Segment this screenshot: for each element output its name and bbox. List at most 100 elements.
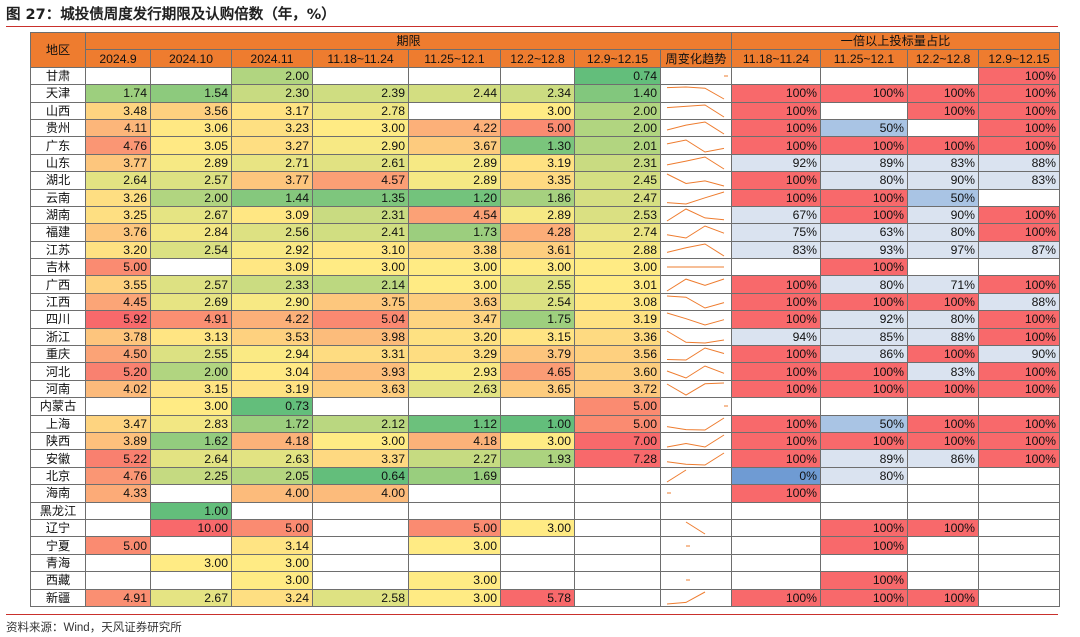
trend-line bbox=[666, 121, 725, 135]
term-cell: 2.47 bbox=[574, 188, 661, 207]
term-cell: 2.71 bbox=[231, 153, 313, 173]
ratio-cell: 88% bbox=[978, 153, 1060, 173]
trend-sparkline bbox=[666, 86, 725, 100]
trend-line bbox=[666, 330, 725, 344]
term-cell: 2.25 bbox=[150, 466, 232, 486]
term-cell bbox=[574, 536, 661, 555]
term-cell: 1.86 bbox=[500, 188, 575, 207]
ratio-cell bbox=[907, 501, 979, 520]
ratio-cell: 80% bbox=[907, 223, 979, 242]
trend-sparkline-cell bbox=[660, 571, 732, 590]
trend-line bbox=[666, 434, 725, 448]
trend-sparkline bbox=[667, 492, 671, 494]
table-row: 云南 3.26 2.00 1.44 1.35 1.20 1.86 2.47 100% 100% 50… bbox=[30, 188, 1060, 207]
term-cell: 5.00 bbox=[500, 118, 575, 138]
term-cell: 3.00 bbox=[408, 258, 501, 277]
term-cell bbox=[500, 536, 575, 555]
term-cell: 3.35 bbox=[500, 171, 575, 190]
term-cell: 3.79 bbox=[500, 345, 575, 364]
term-cell: 0.73 bbox=[231, 397, 313, 416]
term-cell: 2.54 bbox=[500, 292, 575, 312]
term-cell: 4.22 bbox=[408, 118, 501, 138]
ratio-cell bbox=[978, 397, 1060, 416]
term-cell: 3.26 bbox=[85, 188, 151, 207]
trend-line bbox=[666, 173, 725, 187]
trend-sparkline-cell bbox=[660, 171, 732, 190]
table-row: 浙江 3.78 3.13 3.53 3.98 3.20 3.15 3.36 94% 85% 88% 1… bbox=[30, 327, 1060, 347]
trend-sparkline bbox=[666, 347, 725, 361]
term-cell: 1.35 bbox=[312, 188, 409, 207]
header-row-columns: 2024.9 2024.10 2024.11 11.18~11.24 11.25… bbox=[31, 49, 1060, 68]
footer-rule bbox=[6, 614, 1058, 615]
ratio-cell: 100% bbox=[820, 205, 908, 225]
term-cell: 2.67 bbox=[150, 588, 232, 607]
term-cell bbox=[312, 518, 409, 538]
trend-sparkline bbox=[666, 243, 725, 257]
ratio-cell bbox=[907, 466, 979, 486]
term-cell: 3.04 bbox=[231, 362, 313, 381]
trend-sparkline bbox=[667, 266, 724, 268]
trend-line bbox=[666, 591, 706, 605]
ratio-cell: 100% bbox=[731, 84, 821, 103]
term-cell: 3.06 bbox=[150, 118, 232, 138]
region-cell: 安徽 bbox=[30, 449, 86, 468]
ratio-cell bbox=[907, 66, 979, 86]
trend-sparkline bbox=[666, 365, 725, 379]
ratio-cell bbox=[820, 66, 908, 86]
trend-sparkline-cell bbox=[660, 518, 732, 538]
trend-sparkline bbox=[666, 469, 687, 483]
term-cell: 3.14 bbox=[231, 536, 313, 555]
trend-line bbox=[666, 243, 725, 257]
trend-sparkline bbox=[661, 503, 731, 519]
region-cell: 江苏 bbox=[30, 240, 86, 260]
term-cell: 3.00 bbox=[500, 258, 575, 277]
term-cell: 2.89 bbox=[500, 205, 575, 225]
term-cell: 5.00 bbox=[85, 258, 151, 277]
title-rule bbox=[6, 26, 1058, 27]
table-row: 湖南 3.25 2.67 3.09 2.31 4.54 2.89 2.53 67% 100% 90%… bbox=[30, 205, 1060, 225]
term-cell: 3.00 bbox=[500, 101, 575, 120]
term-cell bbox=[231, 501, 313, 520]
term-cell: 2.12 bbox=[312, 414, 409, 433]
header-row-groups: 地区 期限 一倍以上投标量占比 bbox=[30, 31, 1060, 68]
table-row: 贵州 4.11 3.06 3.23 3.00 4.22 5.00 2.00 100% 50% 100… bbox=[30, 118, 1060, 138]
ratio-cell: 100% bbox=[820, 292, 908, 312]
term-cell: 3.13 bbox=[150, 327, 232, 347]
trend-sparkline bbox=[686, 579, 690, 581]
term-cell: 2.94 bbox=[231, 345, 313, 364]
table-row: 湖北 2.64 2.57 3.77 4.57 2.89 3.35 2.45 100% 80% 90%… bbox=[30, 171, 1060, 190]
term-cell: 3.00 bbox=[231, 553, 313, 573]
ratio-cell bbox=[907, 484, 979, 503]
ratio-cell: 100% bbox=[731, 292, 821, 312]
term-cell bbox=[408, 553, 501, 573]
term-cell: 3.20 bbox=[408, 327, 501, 347]
trend-sparkline bbox=[666, 225, 725, 240]
table-row: 西藏 3.00 3.00 100% bbox=[30, 571, 1060, 590]
term-cell: 2.84 bbox=[150, 223, 232, 242]
table-row: 新疆 4.91 2.67 3.24 2.58 3.00 5.78 100% 100% 100% bbox=[30, 588, 1060, 607]
trend-sparkline bbox=[666, 191, 725, 205]
term-cell: 2.63 bbox=[231, 449, 313, 468]
term-cell: 2.31 bbox=[574, 153, 661, 173]
region-cell: 四川 bbox=[30, 310, 86, 329]
term-cell: 4.45 bbox=[85, 292, 151, 312]
trend-sparkline-cell bbox=[660, 414, 732, 433]
ratio-cell bbox=[978, 258, 1060, 277]
term-cell: 5.00 bbox=[85, 536, 151, 555]
trend-sparkline bbox=[666, 382, 725, 396]
bond-term-table: 地区 期限 一倍以上投标量占比 2024.9 2024.10 2024.11 1… bbox=[30, 31, 1060, 607]
trend-sparkline bbox=[666, 104, 725, 118]
term-cell: 5.78 bbox=[500, 588, 575, 607]
ratio-cell: 100% bbox=[978, 414, 1060, 433]
ratio-cell: 100% bbox=[731, 101, 821, 120]
ratio-cell: 50% bbox=[820, 414, 908, 433]
ratio-cell: 100% bbox=[978, 223, 1060, 242]
region-cell: 内蒙古 bbox=[30, 397, 86, 416]
ratio-cell bbox=[820, 484, 908, 503]
term-cell: 2.69 bbox=[150, 292, 232, 312]
trend-sparkline bbox=[685, 521, 706, 535]
region-header: 地区 bbox=[30, 32, 86, 68]
ratio-cell: 83% bbox=[978, 171, 1060, 190]
ratio-cell bbox=[731, 518, 821, 538]
term-cell: 3.53 bbox=[231, 327, 313, 347]
